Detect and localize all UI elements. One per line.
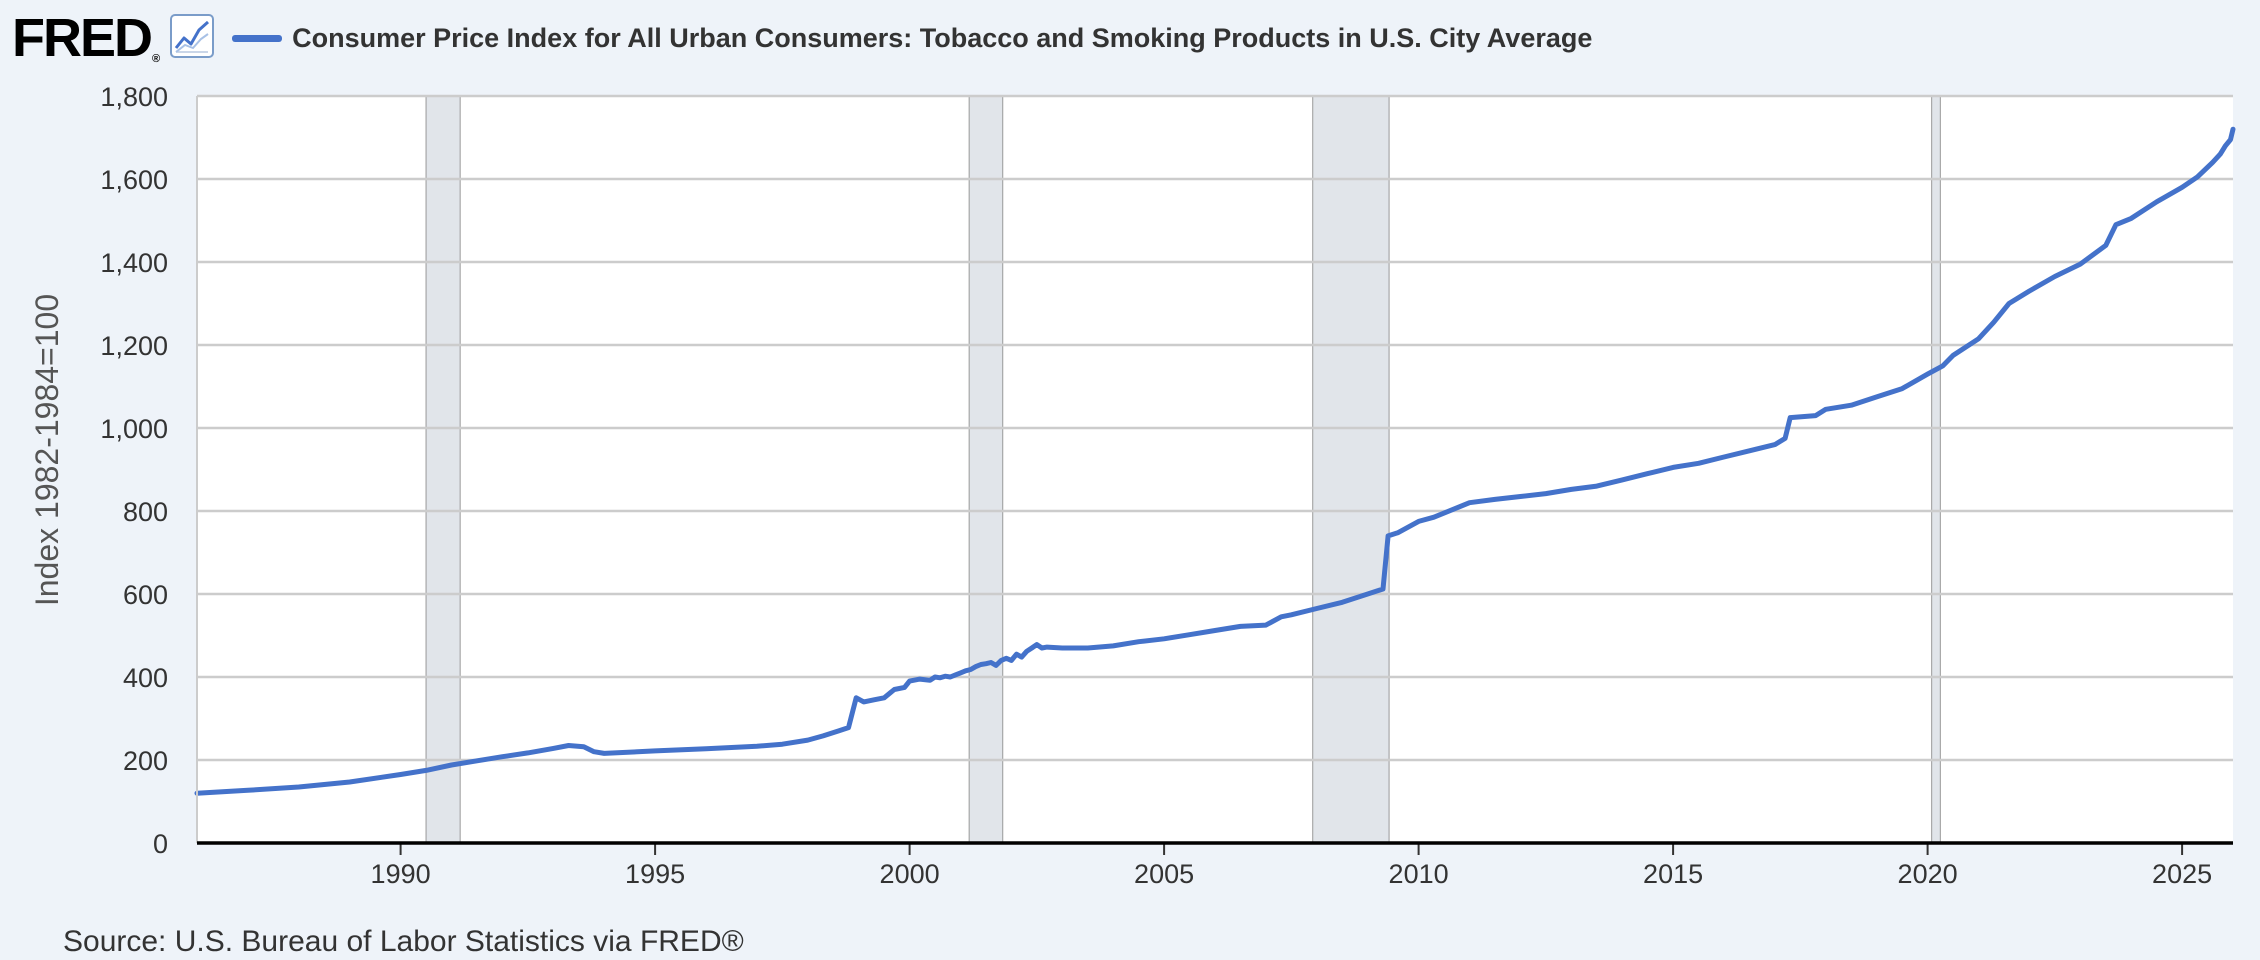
recession-band [1312, 95, 1390, 844]
y-tick-label: 1,000 [100, 414, 168, 444]
series-line [194, 126, 2236, 796]
chart-header: FRED® Consumer Price Index for All Urban… [12, 10, 1592, 66]
plot-area [197, 96, 2233, 843]
y-tick-label: 1,400 [100, 248, 168, 278]
registered-mark: ® [152, 53, 160, 65]
x-tick-label: 2005 [1134, 859, 1194, 889]
y-tick-label: 800 [123, 497, 168, 527]
y-tick-label: 1,800 [100, 82, 168, 112]
x-tick-label: 2000 [880, 859, 940, 889]
recession-band [968, 95, 1004, 844]
x-tick-label: 1995 [625, 859, 685, 889]
y-tick-label: 600 [123, 580, 168, 610]
line-graph-icon[interactable] [170, 13, 215, 63]
x-tick-label: 2020 [1898, 859, 1958, 889]
chart-title: Consumer Price Index for All Urban Consu… [292, 22, 1593, 53]
x-tick-label: 2010 [1389, 859, 1449, 889]
y-tick-label: 1,200 [100, 331, 168, 361]
x-tick-label: 1990 [371, 859, 431, 889]
legend-swatch [232, 34, 283, 42]
y-tick-label: 0 [153, 829, 168, 859]
y-tick-label: 400 [123, 663, 168, 693]
y-axis-label: Index 1982-1984=100 [29, 294, 65, 606]
source-note: Source: U.S. Bureau of Labor Statistics … [63, 925, 744, 958]
x-tick-label: 2025 [2152, 859, 2212, 889]
fred-logo[interactable]: FRED® [12, 8, 160, 68]
x-tick-label: 2015 [1643, 859, 1703, 889]
recession-band [1931, 95, 1941, 844]
y-tick-label: 1,600 [100, 165, 168, 195]
y-tick-label: 200 [123, 746, 168, 776]
recession-band [425, 95, 461, 844]
